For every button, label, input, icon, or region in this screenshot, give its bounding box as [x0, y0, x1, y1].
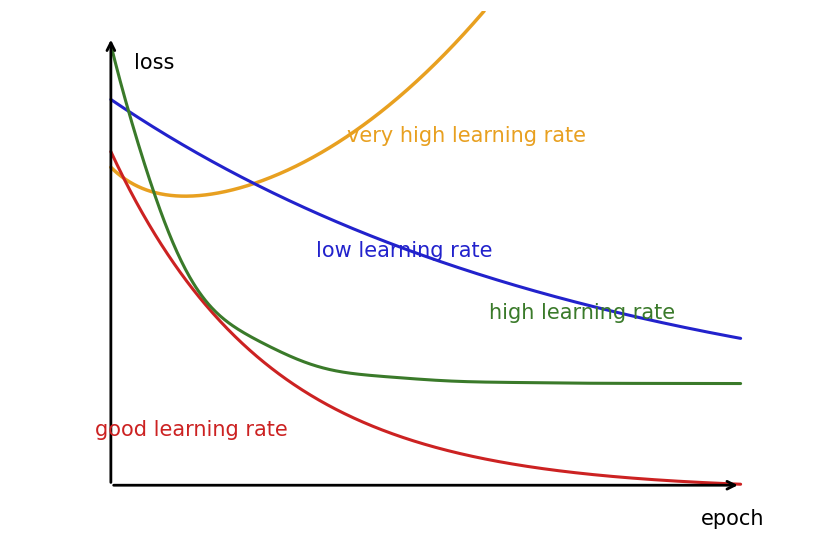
Text: high learning rate: high learning rate — [488, 303, 674, 323]
Text: very high learning rate: very high learning rate — [346, 126, 586, 146]
Text: good learning rate: good learning rate — [95, 420, 287, 440]
Text: loss: loss — [134, 53, 174, 73]
Text: low learning rate: low learning rate — [315, 241, 491, 261]
Text: epoch: epoch — [700, 509, 763, 529]
